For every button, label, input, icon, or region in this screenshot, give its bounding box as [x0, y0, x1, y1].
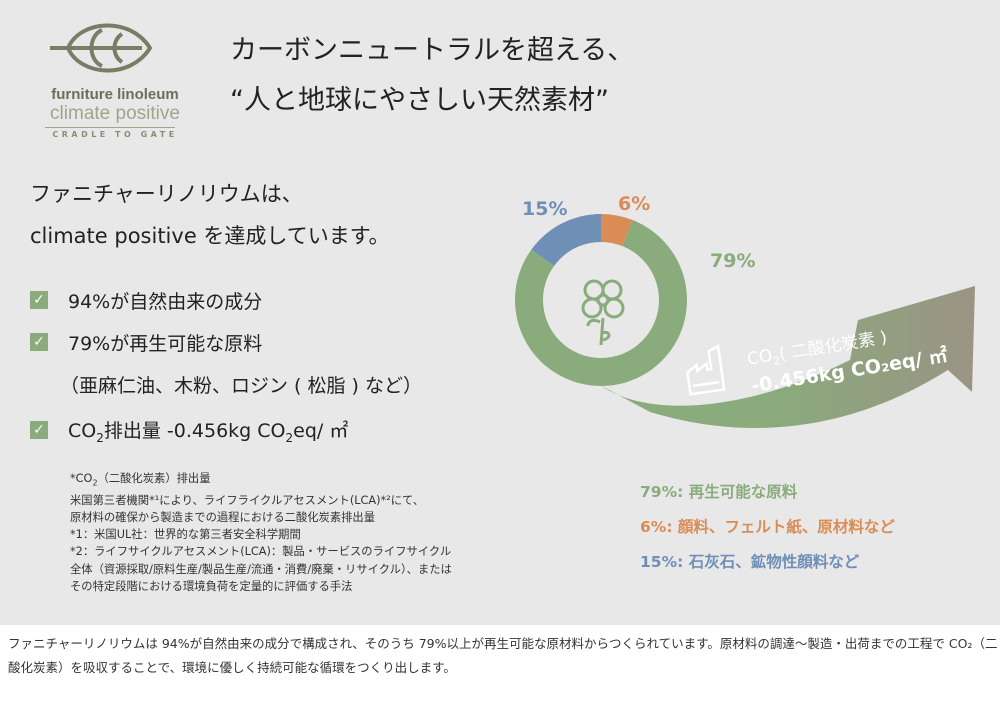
logo-name: furniture linoleum — [51, 86, 179, 103]
lead-line2: climate positive を達成しています。 — [30, 224, 390, 248]
headline-line1: カーボンニュートラルを超える、 — [230, 35, 635, 66]
legend-79: 79%: 再生可能な原料 — [640, 483, 798, 501]
text: （二酸化炭素）排出量 — [97, 472, 211, 485]
note-line: 原材料の確保から製造までの過程における二酸化炭素排出量 — [70, 510, 376, 524]
label-15: 15% — [522, 198, 568, 220]
text: eq/ ㎡ — [293, 420, 349, 442]
legend-15: 15%: 石灰石、鉱物性顔料など — [640, 553, 860, 571]
leaf-logo-icon — [50, 23, 153, 73]
footer-panel — [0, 625, 1000, 710]
checkmark-icon: ✓ — [30, 291, 48, 309]
headline-line2: “人と地球にやさしい天然素材” — [230, 85, 609, 116]
co2-arrow — [600, 286, 975, 429]
check-item-3: CO2排出量 -0.456kg CO2eq/ ㎡ — [68, 416, 348, 445]
footnotes: *CO2（二酸化炭素）排出量 米国第三者機関*¹により、ライフライクルアセスメン… — [70, 470, 452, 595]
legend-6: 6%: 顔料、フェルト紙、原材料など — [640, 518, 895, 536]
flower-icon — [581, 279, 625, 346]
check-item-1: 94%が自然由来の成分 — [68, 291, 263, 313]
text: 排出量 -0.456kg CO — [103, 420, 286, 442]
note-line: *CO2（二酸化炭素）排出量 — [70, 470, 452, 492]
note-line: *2：ライフサイクルアセスメント(LCA)：製品・サービスのライフサイクル — [70, 545, 452, 559]
logo-tagline: CRADLE TO GATE — [52, 130, 178, 139]
checkmark-icon: ✓ — [30, 421, 48, 439]
note-line: 米国第三者機関*¹により、ライフライクルアセスメント(LCA)*²にて、 — [70, 493, 425, 507]
check-item-2: 79%が再生可能な原料 — [68, 333, 263, 355]
subscript: 2 — [92, 478, 98, 488]
text: CO — [68, 420, 97, 442]
subscript: 2 — [96, 430, 104, 445]
check-item-2-detail: （亜麻仁油、木粉、ロジン ( 松脂 ) など） — [60, 375, 422, 397]
checkmark-icon: ✓ — [30, 333, 48, 351]
factory-icon — [686, 343, 726, 396]
donut-chart — [515, 214, 975, 429]
note-line: *1：米国UL社：世界的な第三者安全科学期間 — [70, 528, 301, 542]
text: *CO — [70, 472, 93, 485]
lead-line1: ファニチャーリノリウムは、 — [30, 182, 303, 206]
logo-divider — [45, 127, 175, 128]
label-79: 79% — [710, 250, 756, 272]
footer-text: ファニチャーリノリウムは 94%が自然由来の成分で構成され、そのうち 79%以上… — [8, 636, 998, 675]
text: CO — [745, 345, 774, 370]
note-line: その特定段階における環境負荷を定量的に評価する手法 — [70, 580, 353, 594]
label-6: 6% — [618, 193, 651, 215]
note-line: 全体（資源採取/原料生産/製品生産/流通・消費/廃棄・リサイクル）、または — [70, 562, 452, 576]
logo-subtitle: climate positive — [50, 103, 180, 124]
subscript: 2 — [285, 430, 294, 445]
